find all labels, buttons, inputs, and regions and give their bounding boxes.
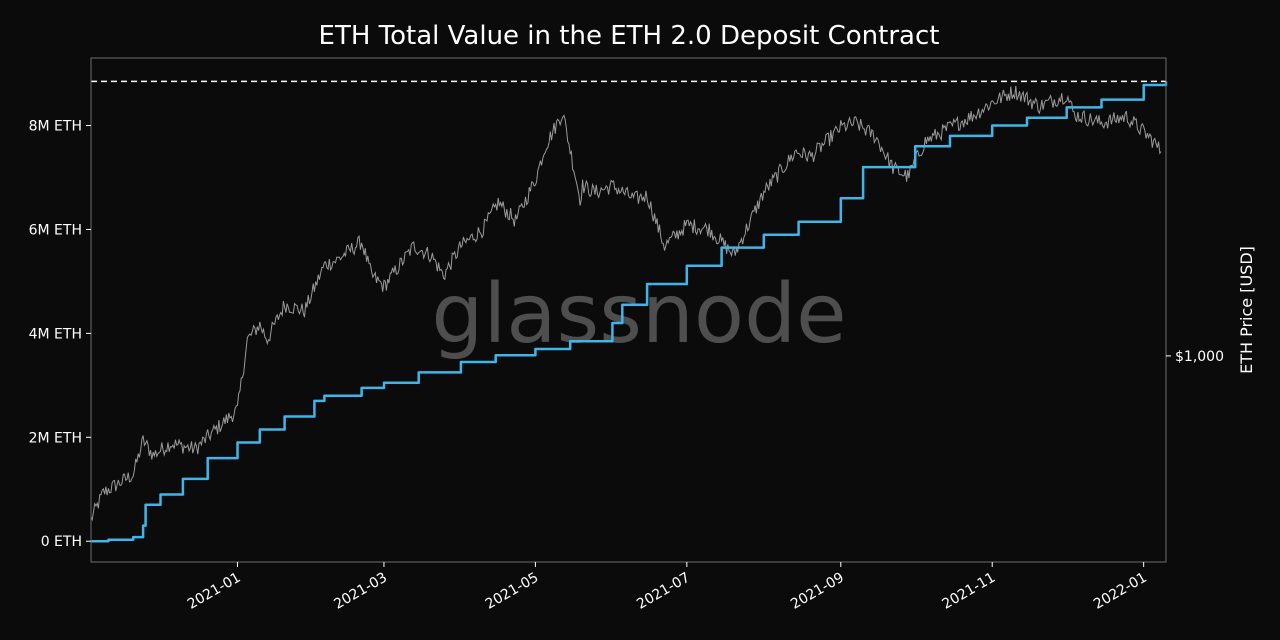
y-left-tick-label: 6M ETH bbox=[29, 222, 82, 238]
y-left-tick-label: 8M ETH bbox=[29, 119, 82, 135]
right-axis-label: ETH Price [USD] bbox=[1237, 246, 1256, 374]
y-left-tick-label: 0 ETH bbox=[41, 534, 82, 550]
plot-area bbox=[90, 80, 1168, 543]
chart-title: ETH Total Value in the ETH 2.0 Deposit C… bbox=[319, 21, 940, 51]
watermark: glassnode bbox=[431, 267, 846, 362]
y-left-tick-label: 4M ETH bbox=[29, 326, 82, 342]
eth-deposit-line bbox=[91, 81, 1168, 543]
eth-price-line bbox=[90, 85, 1162, 522]
y-right-tick-label: $1,000 bbox=[1175, 349, 1224, 365]
y-left-tick-label: 2M ETH bbox=[29, 430, 82, 446]
plot-frame bbox=[90, 57, 1167, 563]
